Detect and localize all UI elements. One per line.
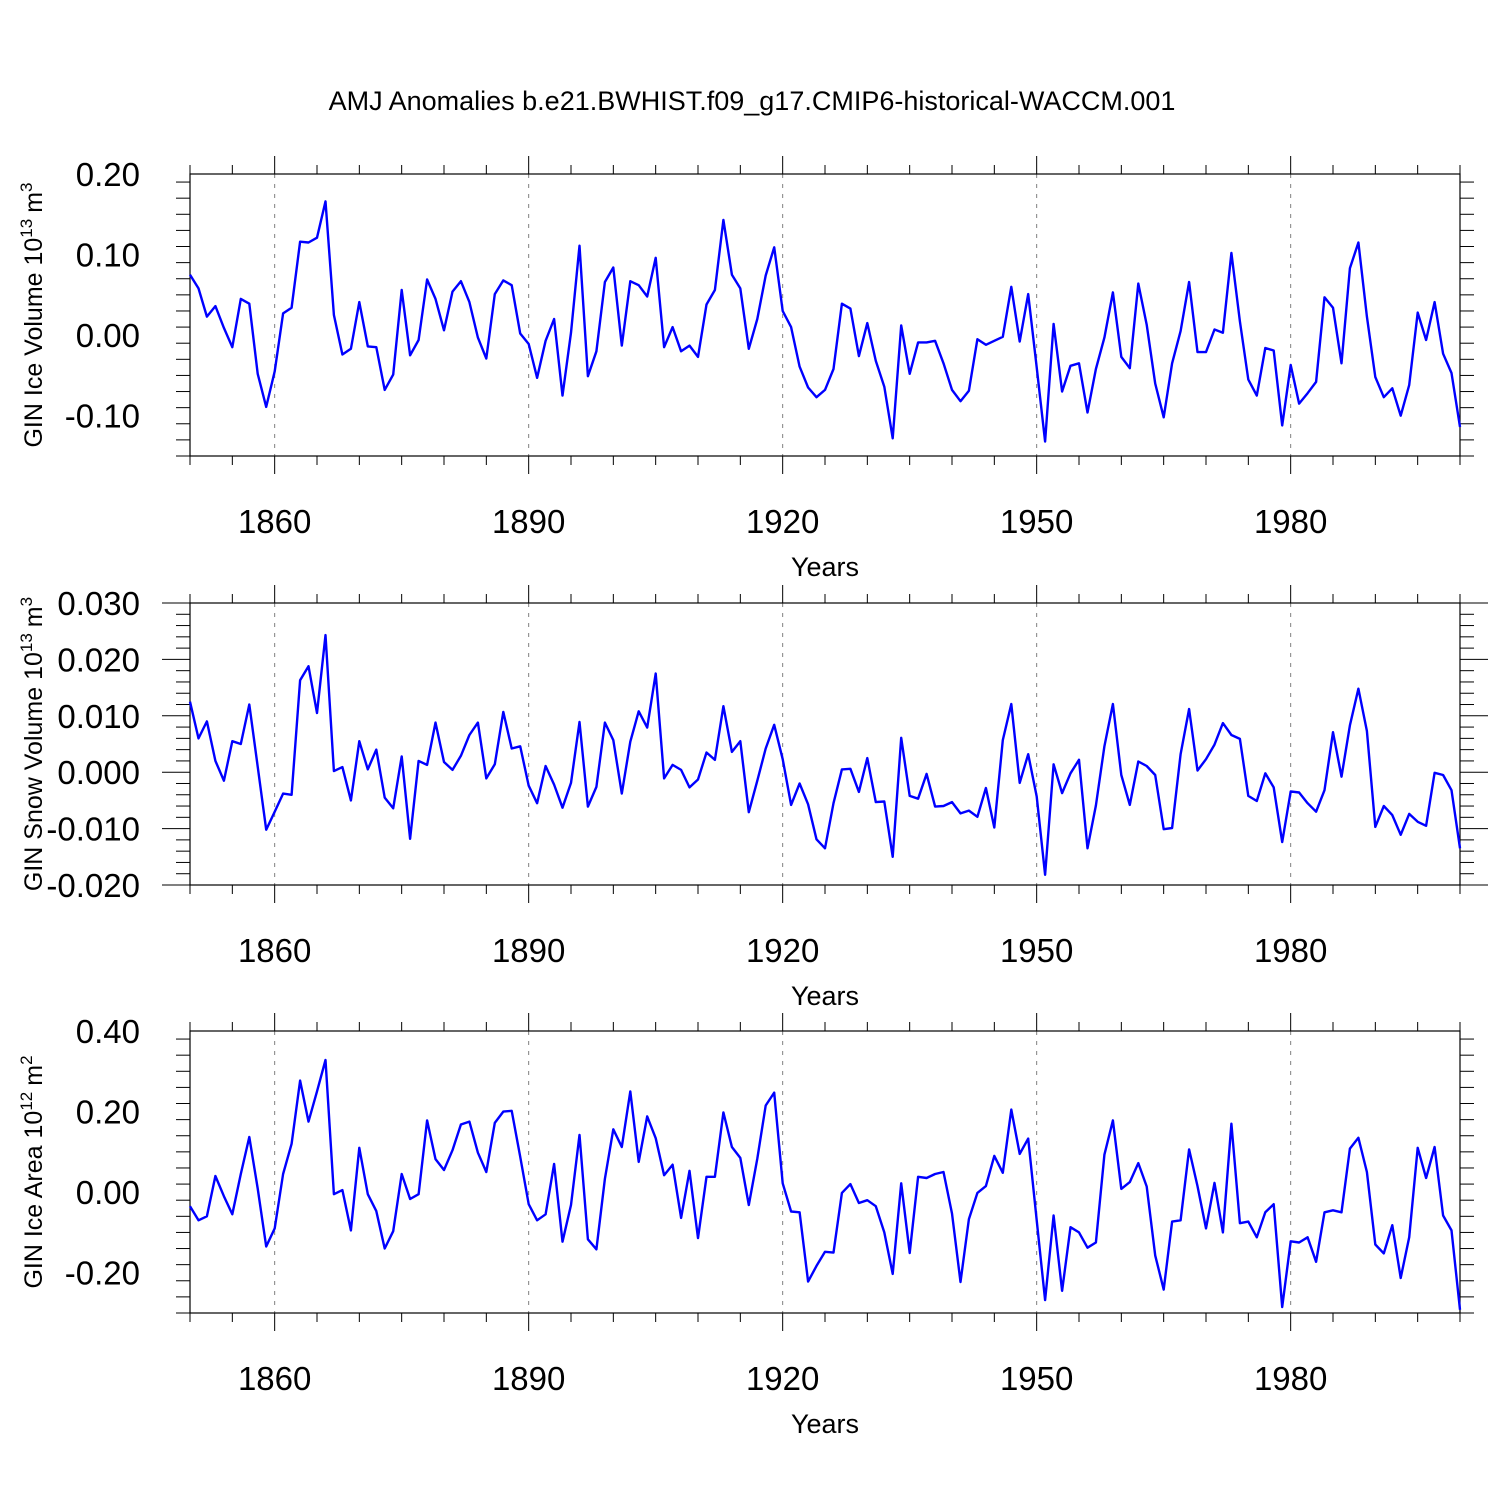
y-axis-label: GIN Ice Volume 1013 m3: [17, 182, 48, 447]
x-tick-label: 1980: [1254, 503, 1327, 540]
x-axis-label: Years: [791, 552, 859, 582]
x-tick-label: 1950: [1000, 932, 1073, 969]
x-tick-label: 1890: [492, 932, 565, 969]
y-tick-label: 0.020: [57, 641, 140, 678]
y-tick-label: 0.20: [76, 156, 140, 193]
series-line: [188, 633, 1462, 876]
x-tick-label: 1860: [238, 1360, 311, 1397]
y-axis-label-exponent: 12: [17, 1092, 36, 1111]
y-tick-label: 0.10: [76, 237, 140, 274]
y-tick-label: -0.020: [46, 867, 140, 904]
y-tick-label: 0.010: [57, 698, 140, 735]
y-tick-label: 0.00: [76, 317, 140, 354]
y-axis-label-text: GIN Ice Area 10: [20, 1111, 48, 1289]
plot-frame: [189, 1030, 1461, 1314]
y-axis-label-unit: m: [20, 1065, 48, 1086]
panel-2: 1860 1890 1920 1950 1980 Years 0.030 0.020 0.010…: [17, 585, 1488, 1011]
y-tick-label: -0.010: [46, 811, 140, 848]
y-tick-label: 0.20: [76, 1094, 140, 1131]
y-axis-label-unit-exponent: 3: [17, 597, 36, 606]
panel-1: 1860 1890 1920 1950 1980 Years 0.20 0.10 0.00 -0.…: [17, 156, 1474, 582]
y-axis-label-text: GIN Ice Volume 10: [20, 238, 48, 448]
series-line: [188, 200, 1462, 443]
x-tick-label: 1860: [238, 932, 311, 969]
y-tick-label: -0.10: [65, 398, 140, 435]
y-axis-label-unit-exponent: 2: [17, 1055, 36, 1064]
x-tick-label: 1950: [1000, 503, 1073, 540]
y-axis-label: GIN Snow Volume 1013 m3: [17, 597, 48, 891]
y-axis-label-text: GIN Snow Volume 10: [20, 652, 48, 891]
y-tick-label: 0.000: [57, 754, 140, 791]
x-tick-label: 1980: [1254, 932, 1327, 969]
x-tick-label: 1920: [746, 932, 819, 969]
x-tick-label: 1950: [1000, 1360, 1073, 1397]
y-tick-label: 0.40: [76, 1013, 140, 1050]
x-tick-label: 1890: [492, 503, 565, 540]
y-tick-label: -0.20: [65, 1255, 140, 1292]
x-tick-label: 1920: [746, 503, 819, 540]
x-tick-label: 1980: [1254, 1360, 1327, 1397]
y-axis-label-unit-exponent: 3: [17, 182, 36, 191]
x-tick-label: 1920: [746, 1360, 819, 1397]
x-axis-label: Years: [791, 981, 859, 1011]
panel-3: 1860 1890 1920 1950 1980 Years 0.40 0.20 0.00 -0.…: [17, 1013, 1474, 1439]
y-axis-label-exponent: 13: [17, 219, 36, 238]
y-axis-label: GIN Ice Area 1012 m2: [17, 1055, 48, 1288]
chart-title: AMJ Anomalies b.e21.BWHIST.f09_g17.CMIP6…: [329, 86, 1176, 116]
y-axis-label-unit: m: [20, 192, 48, 213]
y-tick-label: 0.030: [57, 585, 140, 622]
y-tick-label: 0.00: [76, 1174, 140, 1211]
plot-frame: [189, 173, 1461, 457]
series-line: [188, 1058, 1462, 1310]
x-tick-label: 1860: [238, 503, 311, 540]
y-axis-label-exponent: 13: [17, 633, 36, 652]
y-axis-label-unit: m: [20, 606, 48, 627]
x-axis-label: Years: [791, 1409, 859, 1439]
x-tick-label: 1890: [492, 1360, 565, 1397]
